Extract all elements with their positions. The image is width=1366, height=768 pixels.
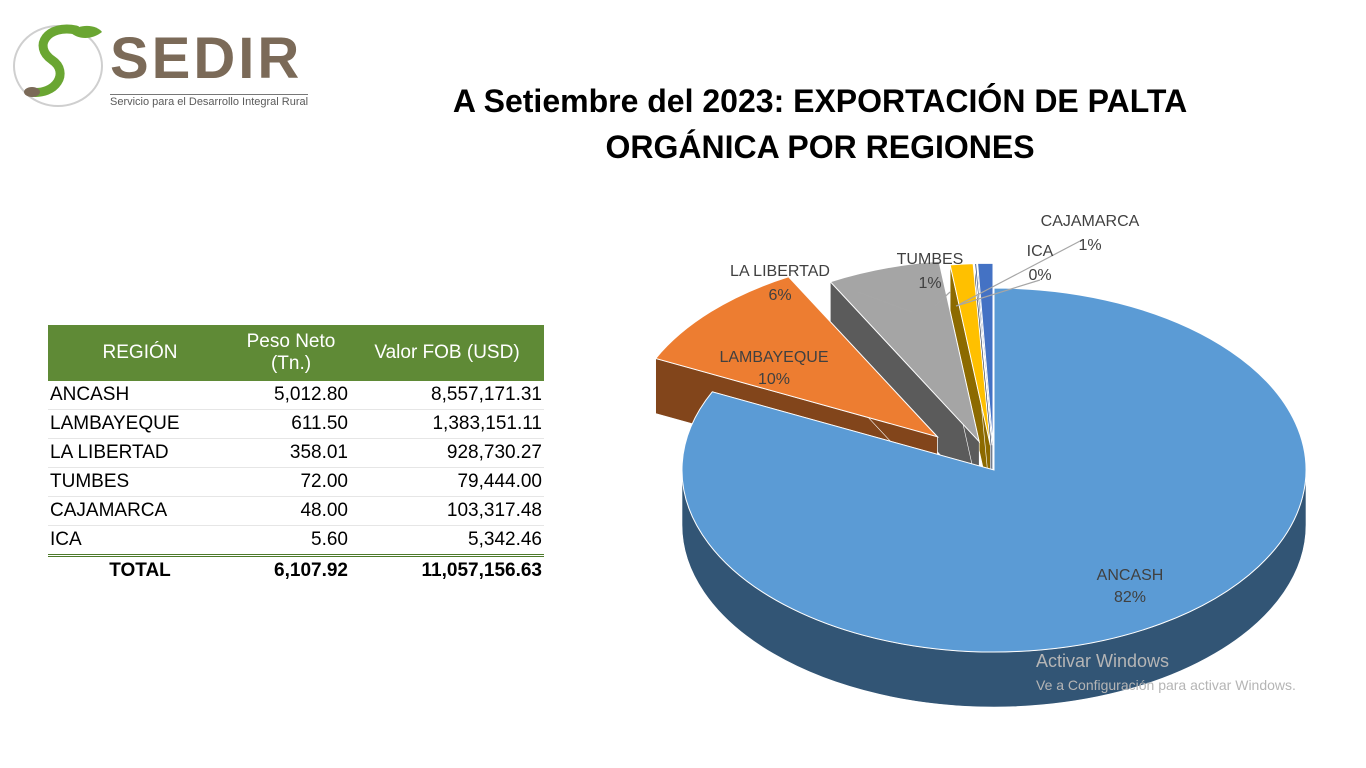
table-row: ANCASH 5,012.80 8,557,171.31 xyxy=(48,381,544,410)
page-title: A Setiembre del 2023: EXPORTACIÓN DE PAL… xyxy=(452,83,1188,165)
sedir-logo: SEDIR Servicio para el Desarrollo Integr… xyxy=(12,18,322,110)
pie-label-ancash: ANCASH xyxy=(1097,567,1164,584)
total-label: TOTAL xyxy=(48,554,232,585)
pie-pct-ancash: 82% xyxy=(1114,589,1146,606)
table-row: LAMBAYEQUE 611.50 1,383,151.11 xyxy=(48,409,544,439)
cell-fob: 928,730.27 xyxy=(350,438,544,468)
header-peso-line1: Peso Neto xyxy=(246,331,336,352)
cell-fob: 103,317.48 xyxy=(350,496,544,526)
pie-label-ica: ICA xyxy=(1027,243,1054,260)
logo-tagline: Servicio para el Desarrollo Integral Rur… xyxy=(110,94,309,108)
cell-peso: 5.60 xyxy=(232,525,350,556)
cell-peso: 5,012.80 xyxy=(232,381,350,410)
cell-peso: 358.01 xyxy=(232,438,350,468)
leader-line-tumbes xyxy=(934,291,951,307)
cell-fob: 8,557,171.31 xyxy=(350,381,544,410)
activation-watermark-title: Activar Windows xyxy=(1036,651,1170,671)
pie-pct-lambayeque: 10% xyxy=(758,371,790,388)
leader-line-ica xyxy=(955,279,1041,307)
cell-peso: 48.00 xyxy=(232,496,350,526)
table-total-row: TOTAL 6,107.92 11,057,156.63 xyxy=(48,554,544,585)
pie-slice-lambayeque xyxy=(654,276,939,438)
table-row: TUMBES 72.00 79,444.00 xyxy=(48,467,544,497)
table-header-row: REGIÓN Peso Neto (Tn.) Valor FOB (USD) xyxy=(48,325,544,381)
cell-peso: 72.00 xyxy=(232,467,350,497)
activation-watermark-text: Ve a Configuración para activar Windows. xyxy=(1036,677,1296,693)
cell-region: CAJAMARCA xyxy=(48,496,232,526)
total-fob: 11,057,156.63 xyxy=(350,554,544,585)
pie-label-lambayeque: LAMBAYEQUE xyxy=(719,349,828,366)
table-row: CAJAMARCA 48.00 103,317.48 xyxy=(48,496,544,526)
pie-label-la-libertad: LA LIBERTAD xyxy=(730,263,830,280)
header-region: REGIÓN xyxy=(48,325,232,381)
pie-label-cajamarca: CAJAMARCA xyxy=(1041,213,1140,230)
cell-region: ICA xyxy=(48,525,232,556)
sedir-leaf-icon xyxy=(13,24,103,107)
pie-slice-la-libertad xyxy=(829,260,981,444)
pie-slice-cajamarca xyxy=(977,262,994,446)
pie-pct-ica: 0% xyxy=(1028,267,1051,284)
logo-name: SEDIR xyxy=(110,26,303,91)
cell-fob: 1,383,151.11 xyxy=(350,409,544,439)
exports-table: REGIÓN Peso Neto (Tn.) Valor FOB (USD) A… xyxy=(48,325,544,585)
cell-region: ANCASH xyxy=(48,381,232,410)
header-fob: Valor FOB (USD) xyxy=(350,325,544,381)
pie-slice-ica xyxy=(974,262,993,446)
leader-line-la-libertad xyxy=(857,291,913,313)
pie-chart: ANCASH 82% LAMBAYEQUE 10% LA LIBERTAD 6% TUMBE… xyxy=(654,213,1307,708)
table-row: ICA 5.60 5,342.46 xyxy=(48,525,544,556)
cell-fob: 79,444.00 xyxy=(350,467,544,497)
pie-pct-cajamarca: 1% xyxy=(1078,237,1101,254)
header-peso-line2: (Tn.) xyxy=(270,353,312,374)
cell-region: TUMBES xyxy=(48,467,232,497)
cell-peso: 611.50 xyxy=(232,409,350,439)
cell-region: LAMBAYEQUE xyxy=(48,409,232,439)
pie-slice-ancash xyxy=(681,287,1307,653)
header-peso: Peso Neto (Tn.) xyxy=(232,325,350,381)
table-row: LA LIBERTAD 358.01 928,730.27 xyxy=(48,438,544,468)
pie-pct-la-libertad: 6% xyxy=(768,287,791,304)
pie-pct-tumbes: 1% xyxy=(918,275,941,292)
pie-slice-tumbes xyxy=(949,263,991,446)
cell-region: LA LIBERTAD xyxy=(48,438,232,468)
cell-fob: 5,342.46 xyxy=(350,525,544,556)
pie-label-tumbes: TUMBES xyxy=(897,251,964,268)
leader-line-cajamarca xyxy=(959,239,1083,305)
total-peso: 6,107.92 xyxy=(232,554,350,585)
